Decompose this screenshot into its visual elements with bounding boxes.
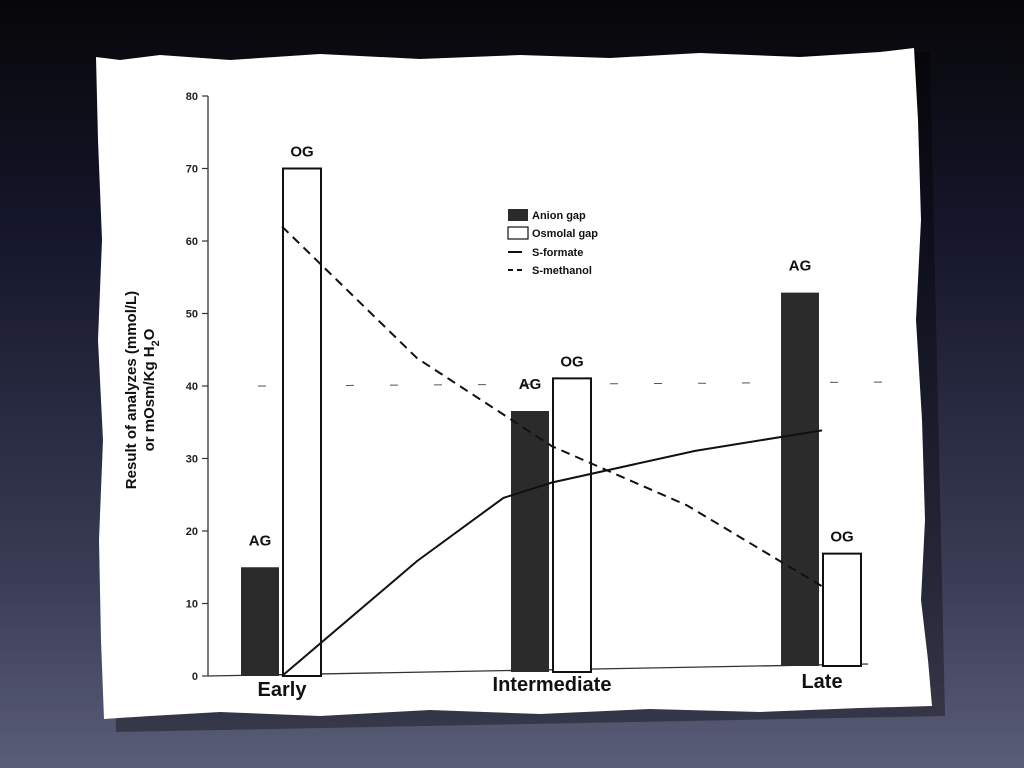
y-axis-title-line1: Result of analyzes (mmol/L) xyxy=(123,291,140,489)
bar-osmolal-gap-late xyxy=(822,552,862,667)
y-axis-title: Result of analyzes (mmol/L) or mOsm/Kg H… xyxy=(123,291,162,489)
bar-label-og-early: OG xyxy=(290,144,313,161)
category-label-intermediate: Intermediate xyxy=(493,674,612,696)
bar-anion-gap-early xyxy=(241,567,279,676)
category-label-early: Early xyxy=(258,679,308,701)
y-tick-label-20: 20 xyxy=(186,526,198,538)
y-tick-label-60: 60 xyxy=(186,236,198,248)
bar-label-og-late: OG xyxy=(830,529,853,546)
bars xyxy=(241,167,862,677)
legend-label-s-formate: S-formate xyxy=(532,247,583,259)
bar-label-ag-early: AG xyxy=(249,532,272,549)
bar-osmolal-gap-early xyxy=(282,167,322,677)
y-tick-label-30: 30 xyxy=(186,454,198,466)
bar-osmolal-gap-intermediate xyxy=(552,377,592,673)
bar-label-ag-late: AG xyxy=(789,258,812,275)
y-axis: 0 10 20 30 40 50 60 70 80 xyxy=(186,91,209,683)
legend-label-anion-gap: Anion gap xyxy=(532,210,586,222)
bar-label-og-intermediate: OG xyxy=(560,353,583,370)
line-s-formate xyxy=(281,429,823,677)
legend-swatch-osmolal-gap xyxy=(507,226,529,240)
y-tick-label-50: 50 xyxy=(186,309,198,321)
legend-swatch-anion-gap xyxy=(508,209,528,221)
y-tick-label-80: 80 xyxy=(186,91,198,103)
category-label-late: Late xyxy=(801,671,842,693)
legend: Anion gap Osmolal gap S-formate S-methan… xyxy=(507,209,598,277)
legend-label-osmolal-gap: Osmolal gap xyxy=(532,228,598,240)
y-tick-label-70: 70 xyxy=(186,164,198,176)
y-tick-label-40: 40 xyxy=(186,381,198,393)
y-axis-title-line2: or mOsm/Kg H2O xyxy=(141,328,162,451)
series-lines xyxy=(281,225,823,677)
chart: 0 10 20 30 40 50 60 70 80 AG OG AG OG AG OG Early Inte… xyxy=(123,91,901,701)
bar-anion-gap-intermediate xyxy=(511,411,549,672)
category-labels: Early Intermediate Late xyxy=(258,671,843,701)
bar-labels: AG OG AG OG AG OG xyxy=(249,144,854,550)
bar-anion-gap-late xyxy=(781,292,819,666)
line-s-methanol xyxy=(281,225,823,588)
bar-label-ag-intermediate: AG xyxy=(519,376,542,393)
y-tick-label-10: 10 xyxy=(186,599,198,611)
y-tick-label-0: 0 xyxy=(192,671,198,683)
legend-label-s-methanol: S-methanol xyxy=(532,265,592,277)
